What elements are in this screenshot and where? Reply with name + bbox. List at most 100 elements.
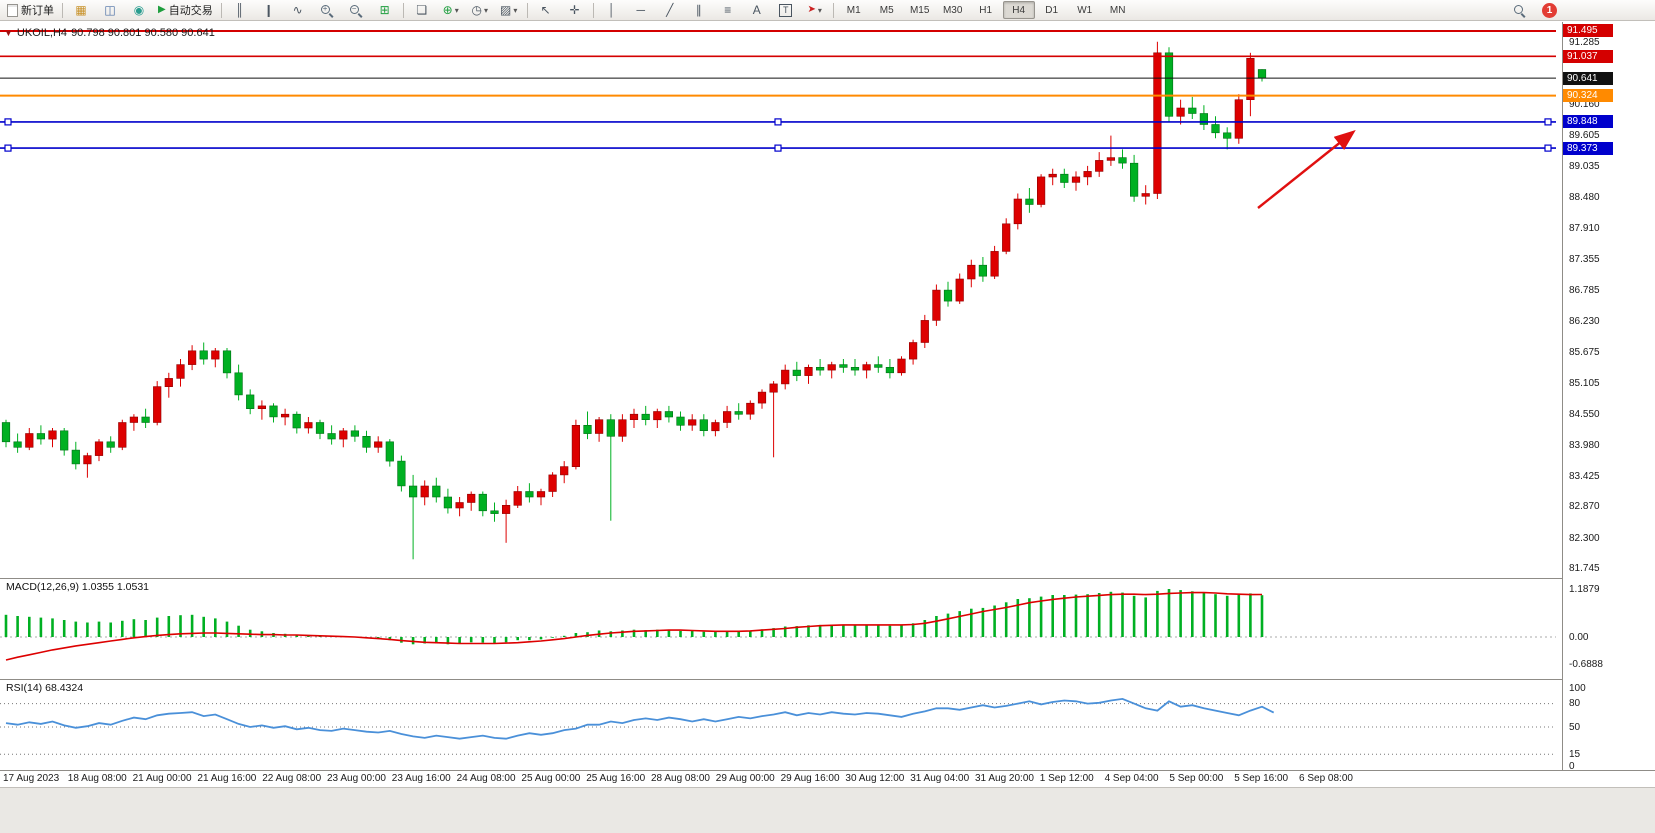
time-axis-label: 17 Aug 2023	[3, 773, 60, 784]
tile-windows-button[interactable]: ⊞	[371, 0, 399, 20]
candle-body	[83, 455, 92, 465]
toolbar-separator	[402, 2, 404, 18]
timeframe-m1[interactable]: M1	[846, 4, 861, 16]
timeframe-h4[interactable]: H4	[1002, 1, 1035, 19]
candle-body	[1164, 52, 1174, 117]
channel-button[interactable]: ∥	[685, 0, 713, 20]
chart-symbol-quote: ▼ UKOIL,H4 90.798 90.801 90.580 90.641	[4, 27, 215, 39]
candle-body	[536, 491, 546, 498]
price-axis-label: 88.480	[1569, 191, 1600, 203]
search-button[interactable]	[1505, 0, 1533, 20]
zoom-out-icon: −	[349, 4, 362, 17]
candle-body	[106, 441, 115, 448]
cursor-button[interactable]: ↖	[532, 0, 560, 20]
timeframe-m5[interactable]: M5	[879, 4, 894, 16]
candle-body	[885, 366, 894, 374]
time-axis-label: 6 Sep 08:00	[1299, 773, 1353, 784]
price-axis-label: 87.910	[1569, 223, 1600, 235]
arrows-button[interactable]: ➤ ▾	[801, 0, 829, 20]
zoom-out-button[interactable]: −	[342, 0, 370, 20]
price-tag: 89.848	[1563, 115, 1613, 129]
new-order-icon	[7, 3, 18, 17]
line-handle[interactable]	[1544, 144, 1552, 152]
text-button[interactable]: A	[743, 0, 771, 20]
timeframe-mn[interactable]: MN	[1109, 4, 1126, 16]
horizontal-line-button[interactable]: ─	[627, 0, 655, 20]
macd-panel[interactable]	[0, 579, 1562, 679]
price-axis[interactable]: 91.285 90.160 89.605 89.035 88.480 87.910 87.3…	[1563, 22, 1655, 772]
candle-body	[943, 289, 953, 302]
candle-body	[164, 378, 173, 387]
new-chart-button[interactable]: ▦	[67, 0, 95, 20]
text-icon: A	[752, 3, 761, 17]
candle-body	[746, 402, 755, 415]
crosshair-button[interactable]: ✛	[561, 0, 589, 20]
panel-separator[interactable]	[0, 679, 1655, 680]
candlestick-button[interactable]: ❙	[255, 0, 283, 20]
candle-body	[641, 413, 650, 421]
candle-body	[664, 411, 673, 418]
candle-body	[850, 366, 860, 371]
line-handle[interactable]	[4, 144, 12, 152]
timeframe-m30[interactable]: M30	[942, 4, 963, 16]
text-label-button[interactable]: T	[772, 0, 800, 20]
line-chart-button[interactable]: ∿	[284, 0, 312, 20]
cascade-windows-button[interactable]: ❏	[408, 0, 436, 20]
candle-body	[1141, 193, 1150, 197]
time-axis[interactable]: 17 Aug 2023 18 Aug 08:00 21 Aug 00:00 21 Au…	[0, 771, 1562, 786]
time-axis-label: 29 Aug 00:00	[715, 773, 775, 784]
templates-button[interactable]: ▨ ▾	[495, 0, 523, 20]
candle-body	[1153, 52, 1162, 194]
candle-body	[501, 504, 511, 514]
candle-body	[513, 491, 522, 506]
candle-body	[385, 441, 394, 462]
price-axis-label: 87.355	[1569, 253, 1600, 265]
macd-values: 1.0355 1.0531	[81, 581, 150, 593]
fibonacci-button[interactable]: ≡	[714, 0, 742, 20]
timeframe-w1[interactable]: W1	[1077, 4, 1093, 16]
timeframe-h1[interactable]: H1	[979, 4, 993, 16]
trendline-button[interactable]: ╱	[656, 0, 684, 20]
candle-body	[71, 449, 80, 465]
candle-body	[408, 485, 418, 498]
candle-body	[222, 350, 232, 374]
new-order-button[interactable]: 新订单	[3, 0, 58, 20]
new-order-label: 新订单	[21, 5, 54, 17]
indicators-button[interactable]: ⊕ ▾	[437, 0, 465, 20]
candle-body	[280, 413, 290, 418]
vertical-line-icon: │	[607, 3, 616, 17]
search-icon	[1513, 4, 1526, 17]
zoom-in-button[interactable]: +	[313, 0, 341, 20]
candle-body	[234, 372, 243, 396]
candle-body	[36, 433, 45, 440]
arrow-stamp-icon: ➤	[807, 4, 816, 15]
vertical-line-button[interactable]: │	[598, 0, 626, 20]
line-handle[interactable]	[1544, 118, 1552, 126]
periods-button[interactable]: ◷ ▾	[466, 0, 494, 20]
candle-body	[839, 364, 848, 368]
panel-separator[interactable]	[0, 578, 1655, 579]
trend-arrow[interactable]	[1257, 130, 1356, 209]
price-axis-label: 86.230	[1569, 316, 1600, 328]
market-watch-button[interactable]: ◫	[96, 0, 124, 20]
line-handle[interactable]	[774, 144, 782, 152]
time-axis-label: 5 Sep 00:00	[1169, 773, 1224, 784]
line-handle[interactable]	[774, 118, 782, 126]
timeframe-m15[interactable]: M15	[909, 4, 930, 16]
line-handle[interactable]	[4, 118, 12, 126]
candle-body	[1223, 132, 1232, 139]
auto-trading-icon: ▶	[158, 4, 166, 15]
candle-body	[769, 383, 778, 393]
price-tag: 90.324	[1563, 89, 1613, 103]
ohlc-bars-button[interactable]: ║	[226, 0, 254, 20]
signals-button[interactable]: ◉	[125, 0, 153, 20]
notification-badge[interactable]: 1	[1542, 2, 1557, 18]
timeframe-d1[interactable]: D1	[1045, 4, 1059, 16]
candle-body	[478, 493, 487, 512]
main-chart[interactable]	[0, 22, 1562, 578]
auto-trading-button[interactable]: ▶ 自动交易	[154, 0, 217, 20]
ohlc-bars-icon: ║	[235, 3, 244, 17]
candle-body	[327, 433, 336, 440]
rsi-panel[interactable]	[0, 680, 1562, 770]
candle-body	[1, 422, 11, 443]
